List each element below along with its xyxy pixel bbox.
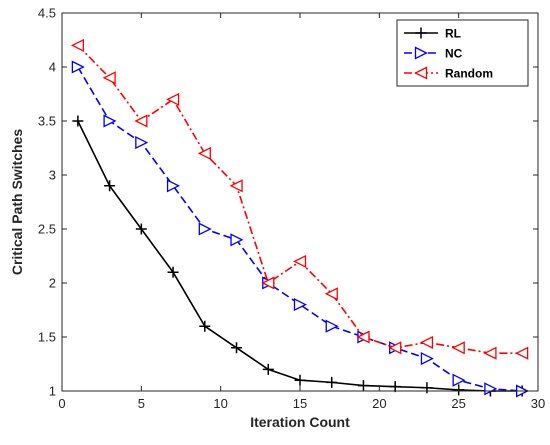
x-tick-label: 10 <box>213 396 227 411</box>
data-point-marker <box>451 341 465 355</box>
y-axis-label: Critical Path Switches <box>9 129 25 275</box>
data-point-marker <box>483 346 497 360</box>
data-point-marker <box>414 46 428 60</box>
series-line <box>77 120 523 392</box>
y-tick-label: 2 <box>49 276 56 291</box>
data-point-marker <box>70 38 85 52</box>
data-point-marker <box>198 222 212 236</box>
legend-entry: Random <box>404 66 493 81</box>
data-point-marker <box>72 115 84 127</box>
data-point-marker <box>104 180 116 192</box>
data-point-marker <box>421 382 433 394</box>
data-point-marker <box>230 233 244 247</box>
legend-label: RL <box>445 27 461 41</box>
data-point-marker <box>293 298 307 312</box>
legend: RL NC Random <box>396 19 529 87</box>
legend-entry: NC <box>404 46 463 61</box>
data-point-marker <box>166 179 181 193</box>
x-tick-label: 20 <box>372 396 386 411</box>
y-tick-label: 4 <box>49 60 56 75</box>
legend-label: Random <box>445 67 493 81</box>
data-point-marker <box>325 319 339 333</box>
y-tick-label: 3 <box>49 168 56 183</box>
data-point-marker <box>357 380 369 392</box>
x-axis-label: Iteration Count <box>250 414 350 430</box>
data-point-marker <box>167 266 179 278</box>
data-point-marker <box>389 381 401 393</box>
x-tick-label: 15 <box>293 396 307 411</box>
axes: 0 5 10 15 20 25 30 1 1.5 2 2.5 3 3.5 4 4.5 <box>38 6 545 412</box>
series-random <box>70 38 529 360</box>
plot-area <box>70 38 530 398</box>
legend-entry: RL <box>404 27 461 41</box>
data-point-marker <box>197 146 211 160</box>
x-tick-label: 30 <box>531 396 545 411</box>
data-point-marker <box>166 92 180 106</box>
data-point-marker <box>262 363 274 375</box>
series-line <box>77 66 523 392</box>
series-rl <box>72 115 528 397</box>
data-point-marker <box>199 320 211 332</box>
data-point-marker <box>419 335 434 349</box>
data-point-marker <box>420 352 434 366</box>
data-point-marker <box>415 27 427 39</box>
data-point-marker <box>103 114 117 128</box>
data-point-marker <box>414 66 428 80</box>
data-point-marker <box>515 346 529 360</box>
y-tick-label: 1.5 <box>38 330 56 345</box>
data-point-marker <box>484 382 498 396</box>
data-point-marker <box>71 60 85 74</box>
legend-label: NC <box>445 47 463 61</box>
data-point-marker <box>102 71 116 85</box>
data-point-marker <box>324 287 338 301</box>
x-tick-label: 0 <box>58 396 65 411</box>
data-point-marker <box>135 136 149 150</box>
data-point-marker <box>326 376 338 388</box>
x-tick-label: 5 <box>138 396 145 411</box>
series-nc <box>71 60 530 398</box>
data-point-marker <box>388 341 402 355</box>
data-point-marker <box>135 223 147 235</box>
y-tick-label: 2.5 <box>38 222 56 237</box>
data-point-marker <box>293 254 307 268</box>
data-point-marker <box>356 330 370 344</box>
y-tick-label: 3.5 <box>38 114 56 129</box>
x-tick-label: 25 <box>451 396 465 411</box>
data-point-marker <box>231 342 243 354</box>
data-point-marker <box>134 114 148 128</box>
data-point-marker <box>452 373 466 387</box>
y-tick-label: 4.5 <box>38 6 56 21</box>
data-point-marker <box>229 179 243 193</box>
y-tick-label: 1 <box>49 384 56 399</box>
data-point-marker <box>261 276 275 290</box>
data-point-marker <box>294 374 306 386</box>
